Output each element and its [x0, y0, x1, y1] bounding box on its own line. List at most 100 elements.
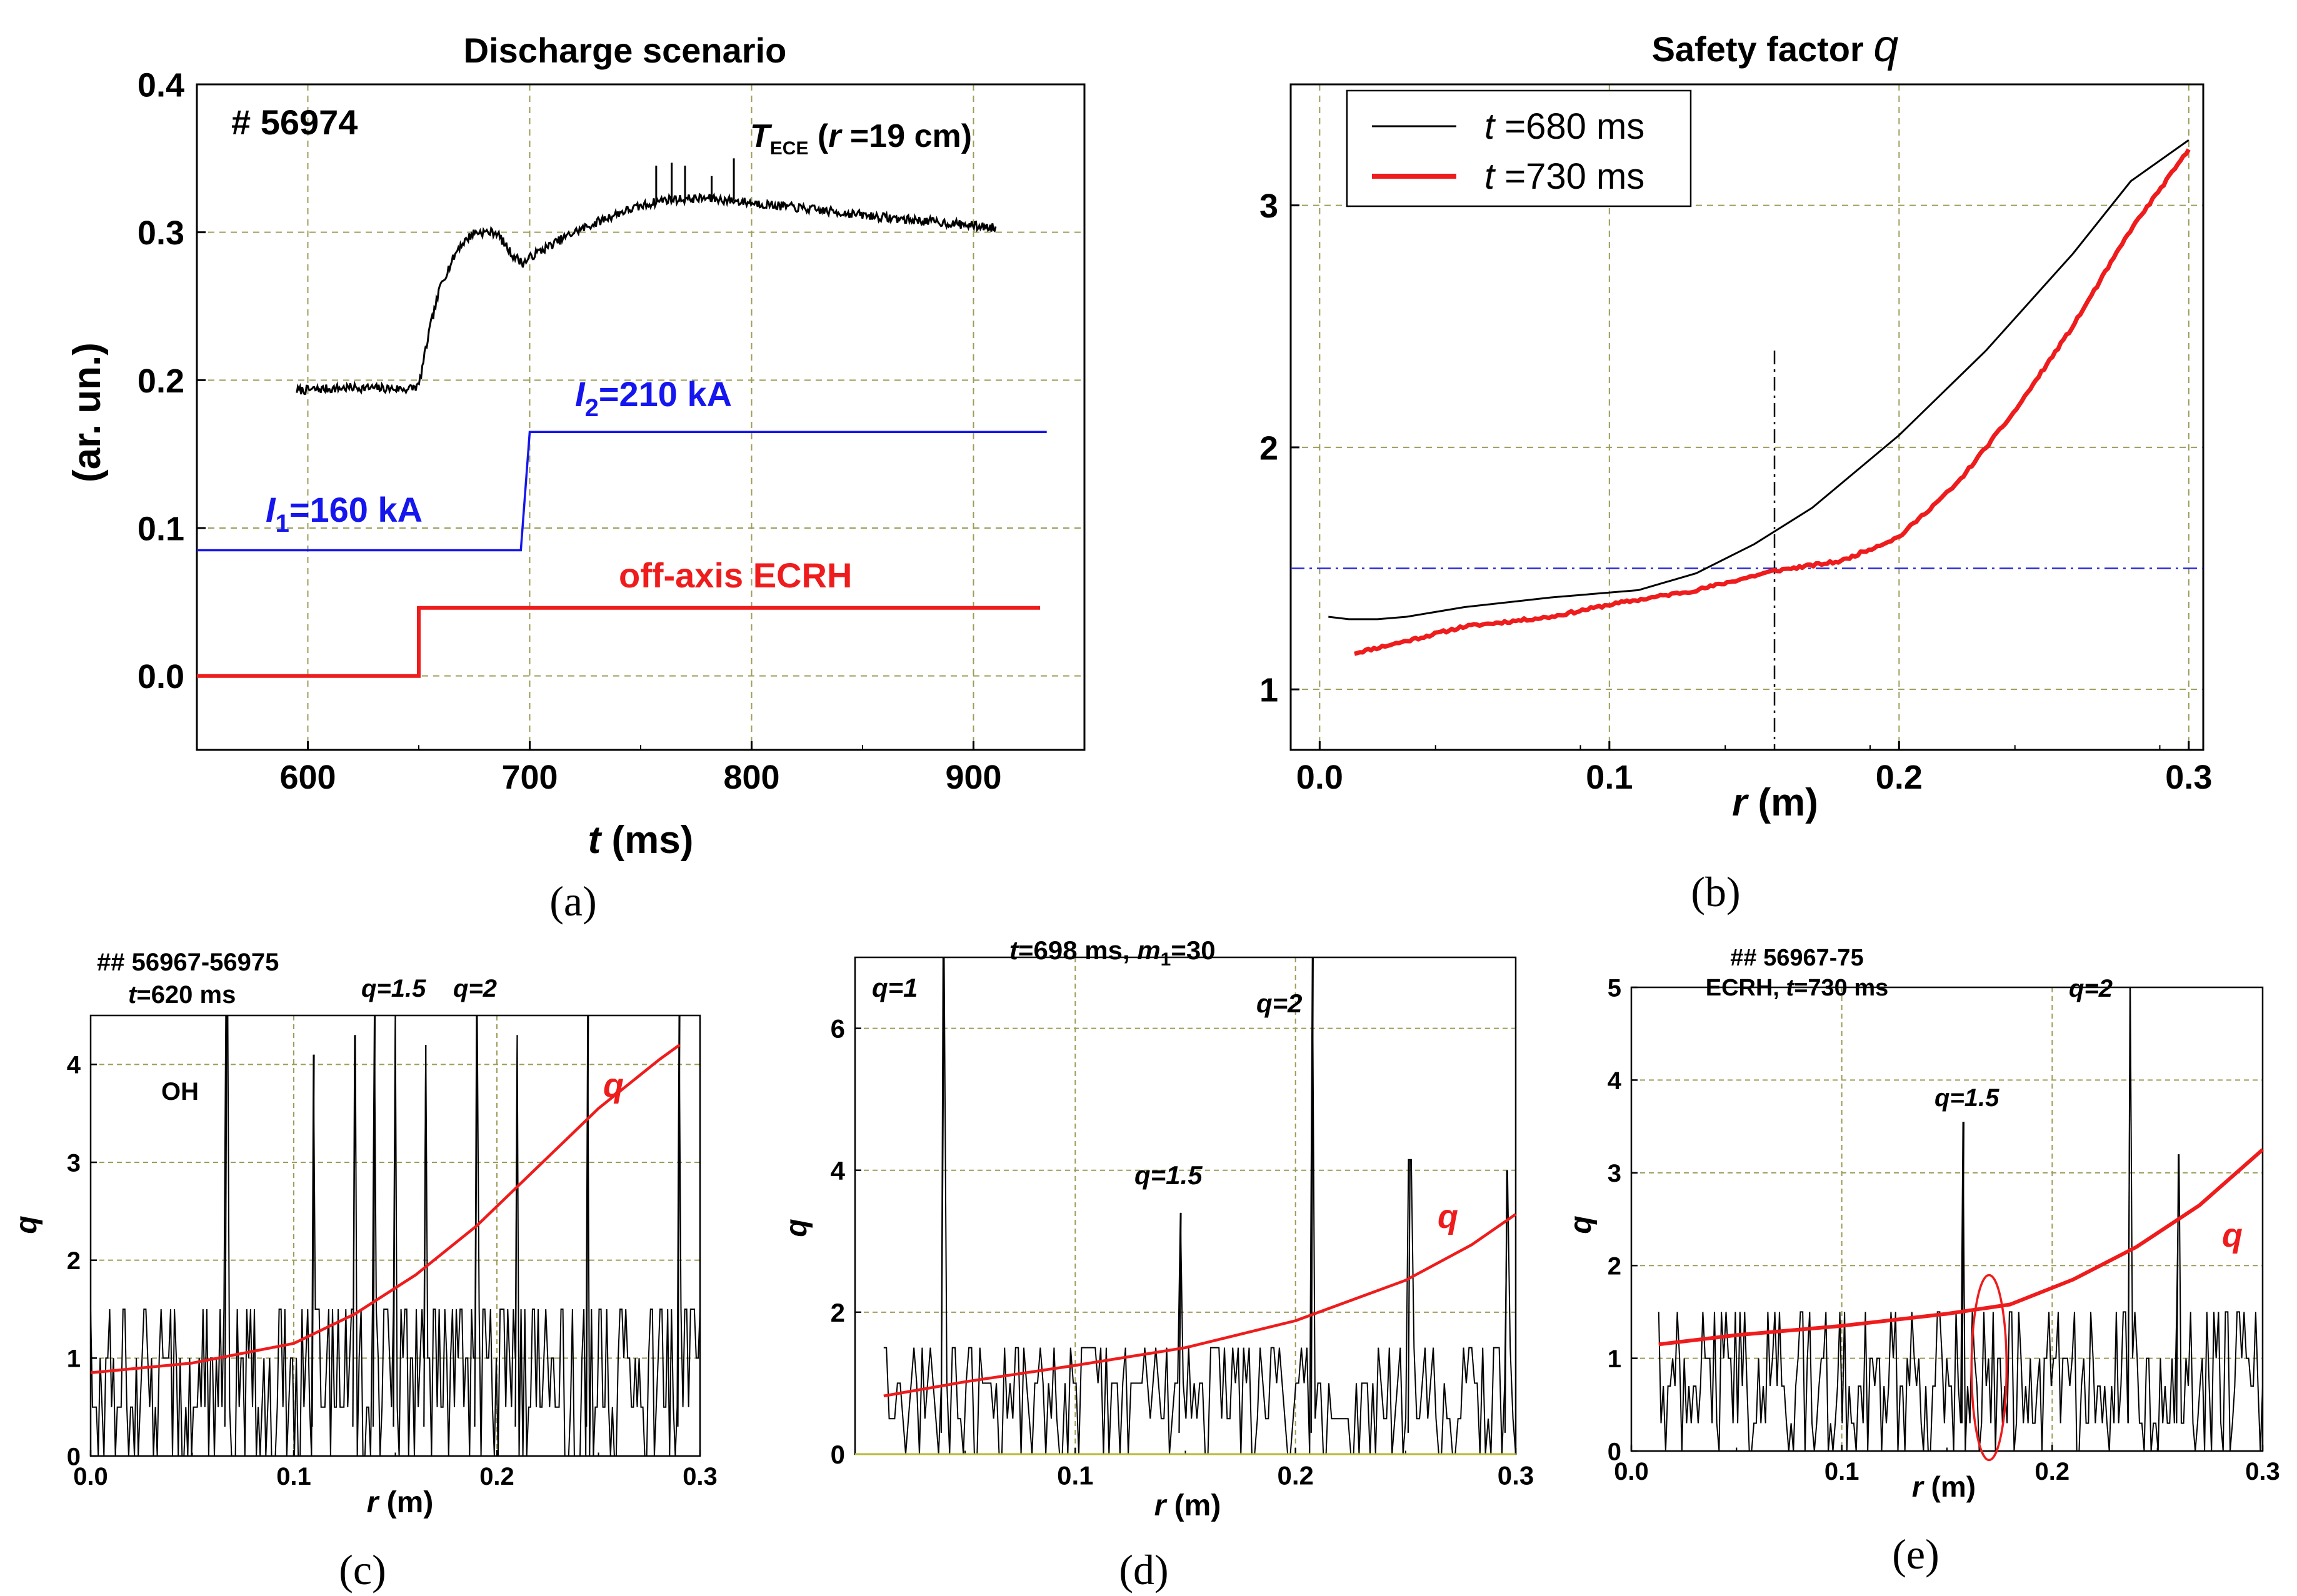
tick-label-x-3: 0.3 — [683, 1463, 718, 1490]
tick-label-x-0: 0.0 — [1614, 1458, 1649, 1485]
panel-b: 0.0 0.1 0.2 0.3 1 2 3 Safety factor q r (m) t … — [1259, 21, 2212, 915]
q-spike-4 — [1504, 1170, 1508, 1433]
panel-e-header-shots: ## 56967-75 — [1730, 945, 1863, 971]
panel-b-x-axis-var: r — [1732, 781, 1749, 824]
panel-a-shot-number: # 56974 — [231, 102, 358, 142]
panel-c-x-axis-unit: (m) — [378, 1486, 433, 1519]
tece-open: ( — [808, 118, 828, 154]
series-q-profile — [883, 1213, 1517, 1398]
panel-e: 0.0 0.1 0.2 0.3 0 1 2 3 4 5 q r (m) ## 56967-75 E… — [1564, 945, 2280, 1578]
series-q-730ms — [1354, 148, 2191, 656]
panel-e-header-time: ECRH, t=730 ms — [1706, 975, 1889, 1001]
q-spike-7 — [514, 1035, 518, 1427]
tick-label-y-3: 3 — [1608, 1160, 1621, 1187]
q-spike-0 — [940, 957, 944, 1433]
q-spike-2 — [352, 1035, 356, 1427]
panel-e-x-axis-label: r (m) — [1912, 1470, 1976, 1503]
tick-label-y-0: 1 — [1259, 672, 1278, 709]
panel-d-header-var: t — [1009, 935, 1019, 965]
panel-d-q-curve-label: q — [1438, 1198, 1458, 1235]
panel-a-i1-label: I1=160 kA — [266, 490, 423, 537]
panel-c-caption: (c) — [339, 1546, 386, 1594]
tick-label-x-2: 0.2 — [2035, 1458, 2070, 1485]
panel-e-x-axis-var: r — [1912, 1470, 1924, 1503]
tick-label-x-1: 0.2 — [1277, 1460, 1313, 1490]
tick-label-x-1: 0.1 — [1586, 759, 1633, 796]
tick-label-y-3: 0.3 — [138, 214, 184, 252]
tick-label-x-3: 0.3 — [2165, 759, 2212, 796]
legend-680-var: t — [1484, 106, 1496, 147]
panel-d-x-axis-var: r — [1154, 1489, 1168, 1522]
panel-a-series-layer — [197, 158, 1047, 678]
tece-sub: ECE — [770, 138, 809, 159]
tick-label-x-1: 0.1 — [276, 1463, 311, 1490]
tick-label-y-2: 3 — [1259, 187, 1278, 225]
tick-label-y-4: 4 — [1608, 1067, 1622, 1095]
i2-var: I — [575, 374, 586, 414]
panel-c-header-time-value: =620 ms — [136, 981, 236, 1009]
panel-c-series-layer — [90, 1015, 701, 1457]
panel-b-plot-frame — [1289, 83, 2204, 751]
tick-label-x-1: 0.1 — [1824, 1458, 1859, 1485]
tick-label-y-1: 2 — [1259, 429, 1278, 467]
tick-label-x-1: 700 — [501, 759, 558, 796]
i1-var: I — [266, 490, 276, 529]
panel-e-q-curve-label: q — [2222, 1217, 2243, 1254]
series-tece — [296, 192, 997, 396]
q-spike-5 — [423, 1044, 427, 1427]
tick-label-x-0: 0.1 — [1057, 1460, 1093, 1490]
panel-b-x-axis-label: r (m) — [1732, 781, 1818, 824]
panel-d-y-axis-label: q — [780, 1219, 813, 1237]
series-q-680ms — [1328, 139, 2189, 621]
panel-c-x-axis-label: r (m) — [367, 1486, 434, 1519]
tick-label-y-1: 1 — [67, 1345, 81, 1373]
panel-b-axis-ticks: 0.0 0.1 0.2 0.3 1 2 3 — [1259, 187, 2212, 796]
q-spike-9 — [677, 1015, 681, 1427]
panel-d-axis-ticks: 0.1 0.2 0.3 0 2 4 6 — [831, 1014, 1534, 1490]
tick-label-y-1: 2 — [831, 1298, 845, 1327]
i1-value: =160 kA — [289, 490, 423, 529]
panel-e-caption: (e) — [1892, 1530, 1939, 1578]
legend-730-var: t — [1484, 156, 1496, 197]
tick-label-x-2: 0.2 — [479, 1463, 514, 1490]
panel-b-title-var: q — [1873, 21, 1898, 71]
panel-c-mark-q15: q=1.5 — [361, 975, 426, 1002]
legend-680-text: =680 ms — [1494, 106, 1644, 147]
panel-b-caption: (b) — [1691, 868, 1740, 915]
panel-e-series-layer — [1658, 987, 2264, 1462]
q-spike-4 — [393, 1015, 396, 1427]
tick-label-y-4: 0.4 — [138, 66, 184, 104]
panel-e-header-time-value: =730 ms — [1794, 975, 1888, 1001]
panel-d-mark-q15: q=1.5 — [1134, 1160, 1203, 1190]
q-spike-3 — [372, 1015, 376, 1427]
q-spike-2 — [2176, 1154, 2179, 1424]
panel-c-header-shots: ## 56967-56975 — [97, 949, 279, 976]
panel-a-i2-label: I2=210 kA — [575, 374, 732, 422]
panel-a-y-axis-label: (ar. un.) — [66, 342, 109, 482]
series-q-profile — [1658, 1148, 2264, 1347]
tick-label-y-2: 2 — [67, 1247, 81, 1275]
tick-label-y-4: 4 — [67, 1052, 81, 1079]
tick-label-y-2: 2 — [1608, 1253, 1621, 1280]
panel-b-x-axis-unit: (m) — [1747, 781, 1818, 824]
panel-d-plot-frame — [854, 956, 1517, 1455]
series-plasma-current — [197, 431, 1047, 552]
panel-e-x-axis-unit: (m) — [1923, 1470, 1976, 1503]
panel-c-axis-ticks: 0.0 0.1 0.2 0.3 0 1 2 3 4 — [67, 1052, 718, 1490]
i2-value: =210 kA — [599, 374, 732, 414]
panel-a-title: Discharge scenario — [464, 31, 787, 70]
q-spike-8 — [586, 1015, 589, 1427]
panel-d-header-m: m — [1137, 935, 1160, 965]
q-spike-0 — [1961, 1122, 1965, 1424]
tece-value: =19 cm) — [841, 118, 972, 154]
tick-label-x-0: 600 — [279, 759, 336, 796]
panel-e-axis-ticks: 0.0 0.1 0.2 0.3 0 1 2 3 4 5 — [1608, 974, 2280, 1485]
tick-label-y-3: 3 — [67, 1149, 81, 1177]
q-spike-1 — [311, 1054, 315, 1427]
tece-r: r — [828, 118, 843, 154]
panel-d-mark-q2: q=2 — [1256, 989, 1303, 1018]
tick-label-x-0: 0.0 — [73, 1463, 108, 1490]
panel-d-x-axis-unit: (m) — [1166, 1489, 1221, 1522]
